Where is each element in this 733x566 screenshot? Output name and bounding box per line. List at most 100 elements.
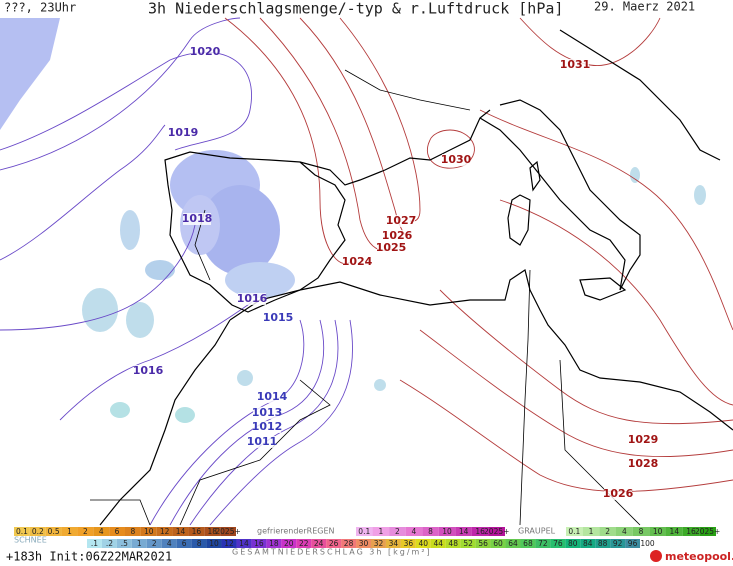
isobar-label-bg: [134, 365, 162, 377]
isobar-label-bg: [191, 46, 219, 58]
legend-label: 10: [653, 527, 663, 536]
isobar-label-bg: [253, 421, 281, 433]
legend-label: 10: [209, 539, 219, 548]
legend-swatch: [206, 539, 222, 548]
legend-swatch: [109, 527, 125, 536]
legend-swatch: [430, 539, 446, 548]
legend-label: 76: [553, 539, 563, 548]
header-left: ???, 23Uhr: [4, 1, 76, 15]
legend-swatch: [146, 539, 162, 548]
legend-label: 34: [389, 539, 399, 548]
legend-label: 6: [115, 527, 120, 536]
legend-swatch: [140, 527, 157, 536]
isobar-label: 1020: [190, 45, 221, 58]
legend-swatch: [445, 539, 461, 548]
legend-label: 44: [433, 539, 443, 548]
legend-swatch: [389, 527, 406, 536]
isobar-label-bg: [343, 256, 371, 268]
legend-label: 0.1: [16, 527, 28, 536]
legend-swatch: [372, 527, 390, 536]
legend-swatch: [582, 527, 600, 536]
legend-swatch: [156, 527, 173, 536]
legend-label: 1: [589, 527, 594, 536]
legend-label: 2025+: [484, 527, 509, 536]
legend-label: 28: [344, 539, 354, 548]
legend-swatch: [666, 527, 683, 536]
legend-label: 22: [299, 539, 309, 548]
legend-label: 0.5: [48, 527, 60, 536]
legend-label: 10: [442, 527, 452, 536]
legend-swatch: [415, 539, 431, 548]
isobar-label-bg: [238, 293, 266, 305]
legend-label: 72: [538, 539, 548, 548]
legend-swatch: [356, 527, 373, 536]
legend-label: 2025+: [695, 527, 720, 536]
legend-swatch: [595, 539, 611, 548]
legend-swatch: [61, 527, 78, 536]
legend-swatch: [125, 527, 141, 536]
legend-label: 48: [448, 539, 458, 548]
legend-swatch: [682, 527, 700, 536]
isobar-label-bg: [629, 434, 657, 446]
legend-label: 40: [419, 539, 429, 548]
legend-label: 88: [598, 539, 608, 548]
legend-swatch: [550, 539, 566, 548]
legend-label: .5: [121, 539, 128, 548]
isobar-label: 1025: [376, 241, 407, 254]
legend-label: 10: [144, 527, 154, 536]
legend-label: 24: [314, 539, 324, 548]
isobar-label-bg: [248, 436, 276, 448]
legend-label: 14: [176, 527, 186, 536]
legend-swatch: [266, 539, 282, 548]
legend-swatch: [116, 539, 132, 548]
legend-label: 96: [628, 539, 638, 548]
legend-name: gefrierenderREGEN: [257, 527, 335, 536]
legend-swatch: [535, 539, 551, 548]
legend-swatch: [610, 539, 626, 548]
legend-swatch: [460, 539, 476, 548]
legend-name: GRAUPEL: [518, 527, 556, 536]
isobars: [0, 17, 733, 526]
legend-label: 12: [224, 539, 234, 548]
legend-label: 80: [568, 539, 578, 548]
legend-label: 60: [493, 539, 503, 548]
legend-swatch: [566, 527, 583, 536]
legend-swatch: [580, 539, 596, 548]
legend-label: 0.2: [32, 527, 44, 536]
legend-label: 6: [182, 539, 187, 548]
legend-swatch: [14, 527, 30, 536]
isobar-label: 1028: [628, 457, 659, 470]
legend-swatch: [77, 527, 94, 536]
isobar-label: 1012: [252, 420, 283, 433]
legend-label: 18: [269, 539, 279, 548]
legend-swatch: [45, 527, 62, 536]
legend-label: 56: [478, 539, 488, 548]
legend-swatch: [221, 539, 237, 548]
legend-label: 36: [404, 539, 414, 548]
isobar-label-bg: [383, 230, 411, 242]
legend-swatch: [599, 527, 616, 536]
legend-label: 12: [160, 527, 170, 536]
legend-swatch: [251, 539, 267, 548]
legend-label: 52: [463, 539, 473, 548]
isobar-label-bg: [258, 391, 286, 403]
legend-label: 84: [583, 539, 593, 548]
isobar-label: 1016: [237, 292, 268, 305]
legend-swatch: [405, 527, 423, 536]
legend-label: 1: [67, 527, 72, 536]
legend-swatch: [281, 539, 297, 548]
legend-swatch: [220, 527, 236, 536]
legend-swatch: [640, 539, 655, 548]
isobar-label: 1024: [342, 255, 373, 268]
legend-swatch: [191, 539, 207, 548]
isobar-label: 1011: [247, 435, 278, 448]
brand-logo: [650, 550, 662, 562]
legend-swatch: [565, 539, 581, 548]
legend-label: 100: [640, 539, 655, 548]
legend-label: 2: [152, 539, 157, 548]
isobar-label-bg: [387, 215, 415, 227]
isobar-label-bg: [183, 213, 211, 225]
